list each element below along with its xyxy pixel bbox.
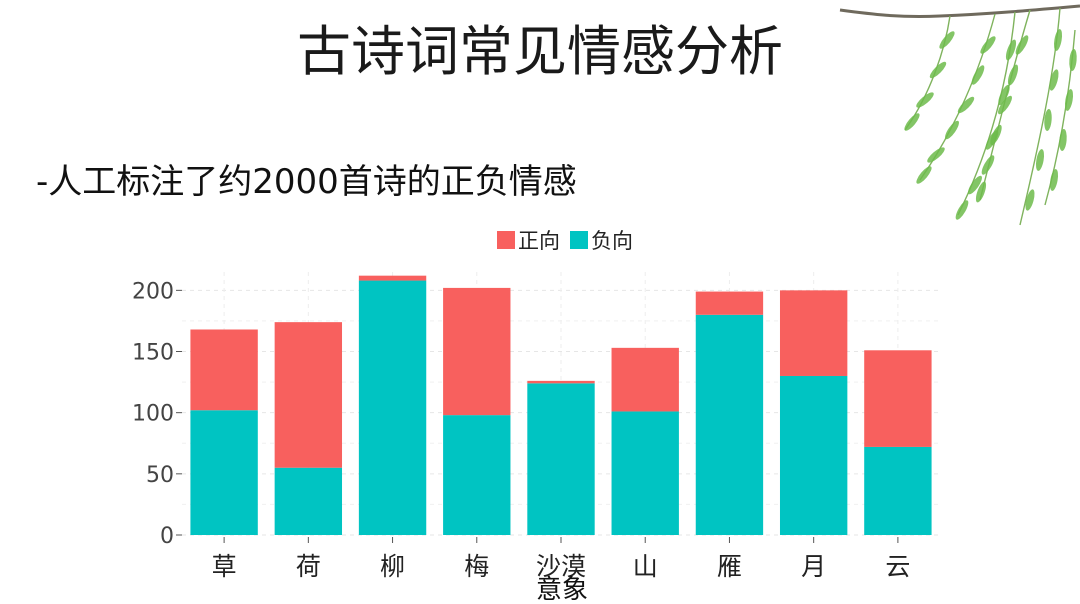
bar-positive-4 xyxy=(527,380,595,384)
y-tick-label: 50 xyxy=(146,463,174,488)
y-tick-label: 150 xyxy=(132,341,174,366)
legend: 正向 负向 xyxy=(497,229,633,253)
willow-leaf xyxy=(939,31,955,49)
bar-positive-5 xyxy=(611,347,679,412)
bar-positive-7 xyxy=(779,290,848,376)
bar-negative-8 xyxy=(864,446,932,535)
willow-leaf xyxy=(985,130,999,150)
y-tick-label: 200 xyxy=(132,279,174,304)
bar-negative-0 xyxy=(190,410,258,535)
willow-leaf xyxy=(929,61,947,79)
x-tick-label: 荷 xyxy=(296,552,321,581)
bar-positive-6 xyxy=(695,291,764,315)
bar-negative-3 xyxy=(443,415,511,535)
legend-swatch xyxy=(497,231,515,249)
y-axis: 0 50 100 150 200 xyxy=(132,279,182,549)
willow-leaf xyxy=(916,92,934,108)
willow-leaf xyxy=(981,155,995,175)
willow-leaf xyxy=(1007,64,1019,86)
x-tick-label: 云 xyxy=(885,552,910,581)
bar-negative-1 xyxy=(274,467,343,535)
x-tick-label: 雁 xyxy=(717,552,742,581)
y-tick-label: 100 xyxy=(132,402,174,427)
legend-label: 正向 xyxy=(518,229,560,253)
willow-leaf xyxy=(916,166,932,184)
legend-swatch xyxy=(570,231,588,249)
willow-leaf xyxy=(1015,35,1029,55)
bar-negative-5 xyxy=(611,411,679,535)
bar-negative-7 xyxy=(779,375,848,535)
willow-leaf xyxy=(1064,89,1074,111)
willow-leaf xyxy=(1005,39,1017,61)
willow-leaf xyxy=(1035,149,1045,171)
willow-leaf xyxy=(945,120,959,140)
bar-positive-2 xyxy=(358,275,427,281)
slide-title: 古诗词常见情感分析 xyxy=(297,20,783,83)
willow-leaf xyxy=(971,65,985,85)
x-tick-label: 草 xyxy=(212,552,237,581)
willow-leaf xyxy=(1049,69,1059,91)
willow-leaf xyxy=(998,84,1010,106)
bar-negative-4 xyxy=(527,383,595,535)
willow-strand xyxy=(904,15,951,131)
bullet-text: -人工标注了约2000首诗的正负情感 xyxy=(36,162,577,202)
bars xyxy=(190,275,932,535)
x-tick-label: 山 xyxy=(633,552,658,581)
willow-leaf xyxy=(980,36,996,54)
bar-positive-0 xyxy=(190,329,258,411)
x-tick-label: 沙漠 xyxy=(536,552,586,581)
bar-negative-6 xyxy=(695,314,764,535)
willow-leaf xyxy=(927,147,945,163)
x-axis: 草 荷 柳 梅 沙漠 山 雁 月 云 xyxy=(212,537,910,581)
stacked-bar-chart: 正向 负向 0 50 100 150 200 草 荷 柳 梅 沙漠 山 雁 月 云 意象 xyxy=(132,229,940,604)
x-tick-label: 月 xyxy=(801,552,826,581)
willow-leaf xyxy=(1069,49,1077,71)
willow-leaf xyxy=(975,181,987,203)
bar-positive-3 xyxy=(443,287,511,416)
willow-leaf xyxy=(968,175,982,195)
bar-positive-1 xyxy=(274,322,343,468)
willow-branch-icon xyxy=(839,4,1080,226)
willow-leaf xyxy=(1044,109,1052,131)
x-tick-label: 柳 xyxy=(380,552,405,581)
willow-stem xyxy=(839,4,1080,19)
willow-leaf xyxy=(955,200,969,220)
willow-leaf xyxy=(1025,189,1035,211)
legend-label: 负向 xyxy=(591,229,633,253)
bar-positive-8 xyxy=(864,350,932,447)
willow-leaf xyxy=(1049,169,1059,191)
bar-negative-2 xyxy=(358,280,427,535)
willow-leaf xyxy=(1059,129,1067,151)
x-tick-label: 梅 xyxy=(464,552,489,581)
willow-leaf xyxy=(957,96,975,114)
x-axis-title: 意象 xyxy=(536,575,588,604)
willow-leaf xyxy=(904,113,920,131)
willow-leaf xyxy=(1053,29,1063,51)
y-tick-label: 0 xyxy=(160,524,174,549)
willow-leaf xyxy=(998,95,1012,115)
